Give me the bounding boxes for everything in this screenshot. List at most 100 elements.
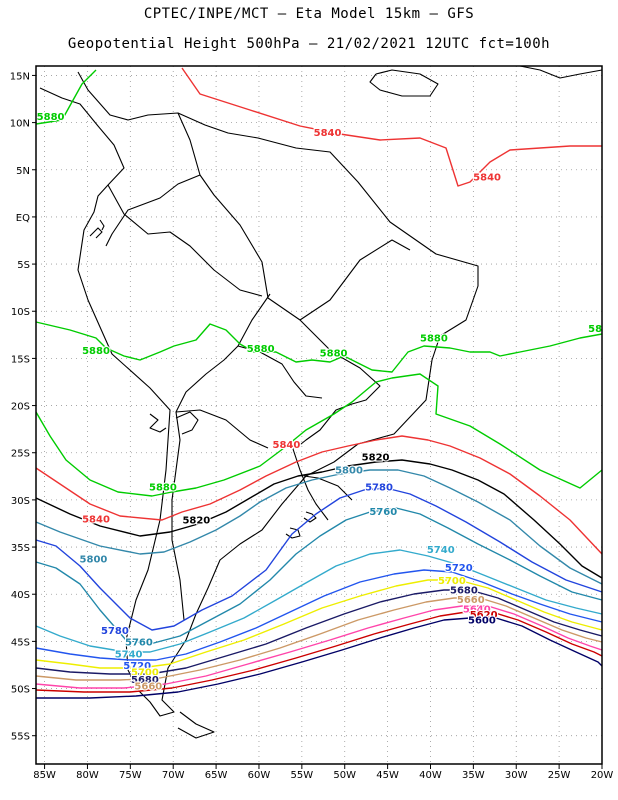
lat-tick-label: 15N	[10, 71, 30, 82]
lat-tick-label: 25S	[11, 449, 30, 460]
contour-line-5640	[35, 605, 603, 689]
lon-tick-label: 20W	[591, 770, 614, 781]
contour-lines	[35, 67, 603, 699]
contour-line-5800	[35, 469, 603, 585]
border-line	[107, 184, 263, 297]
lon-tick-label: 85W	[33, 770, 56, 781]
contour-label: 5780	[101, 626, 129, 637]
lon-tick-label: 80W	[76, 770, 99, 781]
contour-line-5840	[35, 435, 603, 555]
latitude-tick-labels: 15N 10N 5N EQ 5S 10S 15S 20S 25S 30S 35S 40S 45S 50S 5…	[10, 71, 36, 743]
contour-line-5840	[181, 67, 602, 187]
contour-label: 5760	[369, 507, 397, 518]
lon-tick-label: 35W	[462, 770, 485, 781]
lat-tick-label: 55S	[11, 732, 30, 743]
contour-label: 5660	[134, 682, 162, 693]
contour-label: 5680	[450, 585, 478, 596]
lat-tick-label: 35S	[11, 543, 30, 554]
contour-line-5720	[35, 569, 603, 661]
border-line	[237, 345, 323, 399]
contour-label: 5800	[80, 554, 108, 565]
contour-label: 5760	[125, 637, 153, 648]
contour-label: 5880	[37, 112, 65, 123]
lon-tick-label: 25W	[548, 770, 571, 781]
continent-outline	[39, 71, 479, 717]
contour-label: 5780	[365, 483, 393, 494]
contour-label: 5880	[420, 334, 448, 345]
border-line	[99, 219, 105, 231]
contour-label: 5680	[131, 675, 159, 686]
contour-line-5760	[35, 507, 603, 645]
lon-tick-label: 70W	[162, 770, 185, 781]
contour-label: 5880	[149, 483, 177, 494]
lon-tick-label: 75W	[119, 770, 142, 781]
contour-line-5680	[35, 589, 603, 675]
border-line	[303, 511, 317, 523]
lon-tick-label: 50W	[333, 770, 356, 781]
lon-tick-label: 45W	[376, 770, 399, 781]
contour-label: 5720	[123, 661, 151, 672]
border-line	[89, 227, 103, 239]
contour-label: 5620	[470, 610, 498, 621]
lon-tick-label: 60W	[248, 770, 271, 781]
border-line	[105, 174, 201, 247]
lat-tick-label: 45S	[11, 637, 30, 648]
contour-label: 5700	[438, 576, 466, 587]
border-line	[149, 413, 167, 433]
contour-line-5660	[35, 597, 603, 681]
border-line	[175, 409, 269, 449]
coastline-borders	[39, 65, 603, 739]
border-line	[519, 65, 603, 79]
contour-label: 5740	[115, 650, 143, 661]
contour-label: 5880	[320, 349, 348, 360]
contour-label: 5660	[457, 595, 485, 606]
lat-tick-label: 30S	[11, 496, 30, 507]
contour-label: 5840	[272, 440, 300, 451]
lat-tick-label: 40S	[11, 590, 30, 601]
contour-line-5880	[35, 69, 97, 125]
contour-line-5740	[35, 549, 603, 653]
border-line	[303, 475, 353, 501]
contour-label: 5840	[314, 128, 342, 139]
border-line	[299, 239, 411, 321]
contour-label: 5880	[82, 346, 110, 357]
contour-line-5880	[35, 321, 603, 373]
lat-tick-label: 10S	[11, 307, 30, 318]
contour-label: 5820	[182, 516, 210, 527]
lon-tick-label: 40W	[419, 770, 442, 781]
contour-label: 5840	[82, 515, 110, 526]
lat-tick-label: 20S	[11, 402, 30, 413]
contour-label: 5600	[468, 616, 496, 627]
contour-line-5820	[35, 459, 603, 579]
contour-label: 5700	[131, 668, 159, 679]
map-title-line-2: Geopotential Height 500hPa – 21/02/2021 …	[67, 36, 551, 52]
contour-line-5600	[36, 617, 603, 699]
contour-label: 5720	[445, 563, 473, 574]
lon-tick-label: 55W	[291, 770, 314, 781]
contour-line-5780	[35, 487, 603, 631]
contour-label: 5840	[473, 172, 501, 183]
contour-label: 58	[588, 324, 602, 335]
border-line	[369, 69, 439, 97]
longitude-tick-labels: 85W 80W 75W 70W 65W 60W 55W 50W 45W 40W 35W 30W 25W 2…	[33, 764, 613, 781]
contour-label: 5640	[463, 604, 491, 615]
contour-line-5700	[35, 579, 603, 669]
contour-label: 5740	[427, 545, 455, 556]
contour-label: 5800	[335, 466, 363, 477]
lat-tick-label: EQ	[16, 213, 30, 224]
border-line	[177, 711, 215, 739]
lat-tick-label: 10N	[10, 119, 30, 130]
lon-tick-label: 65W	[205, 770, 228, 781]
lat-tick-label: 15S	[11, 354, 30, 365]
contour-line-5620	[35, 611, 603, 693]
contour-label: 5820	[362, 452, 390, 463]
contour-line-5880	[35, 373, 603, 497]
map-frame	[35, 65, 603, 765]
contour-labels: 5820 5880 5840 5840 5880 5880 5880 5880 58 5840 58…	[36, 111, 604, 694]
lat-tick-label: 5S	[17, 260, 30, 271]
border-line	[175, 411, 199, 435]
map-title-line-1: CPTEC/INPE/MCT – Eta Model 15km – GFS	[143, 6, 475, 22]
contour-label: 5880	[247, 344, 275, 355]
lon-tick-label: 30W	[505, 770, 528, 781]
